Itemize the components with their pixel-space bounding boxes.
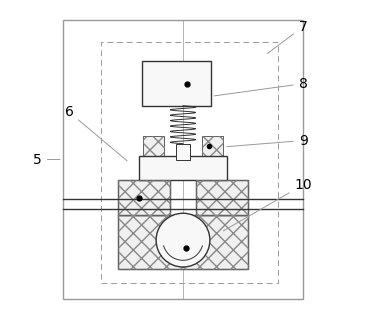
Bar: [63, 20, 303, 299]
Bar: [202, 136, 223, 156]
Bar: [118, 180, 170, 216]
Bar: [196, 180, 248, 216]
Bar: [118, 180, 170, 216]
Text: 9: 9: [227, 134, 307, 147]
Bar: [118, 215, 248, 269]
Bar: [196, 180, 248, 216]
Bar: [143, 136, 164, 156]
Bar: [143, 136, 164, 156]
Bar: [101, 42, 278, 283]
Text: 7: 7: [268, 20, 307, 54]
Text: 5: 5: [33, 152, 60, 167]
Circle shape: [156, 213, 210, 267]
Text: 6: 6: [65, 105, 127, 161]
Bar: [139, 156, 227, 180]
Bar: [176, 144, 190, 160]
Text: 8: 8: [214, 77, 307, 96]
Text: 10: 10: [223, 178, 312, 231]
Bar: [142, 62, 212, 106]
Bar: [118, 215, 248, 269]
Bar: [202, 136, 223, 156]
